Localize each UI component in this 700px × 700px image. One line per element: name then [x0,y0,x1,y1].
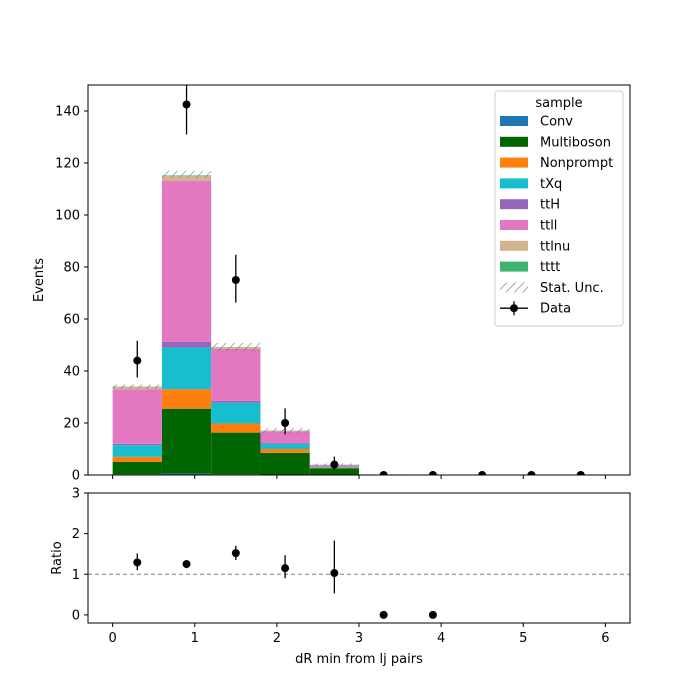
ratio-point-2 [231,549,240,558]
data-point-8 [527,471,536,475]
ratio-y-axis-label: Ratio [50,541,65,574]
legend-swatch-nonprompt [500,157,528,168]
data-point-0 [133,356,142,365]
bar-nonprompt-bin-2 [211,423,261,433]
legend-swatch-tth [500,199,528,210]
ratio-point-3 [281,564,290,573]
data-point-2 [231,276,240,284]
legend-swatch-ttlnu [500,240,528,251]
legend-swatch-multiboson [500,136,528,147]
bar-tth-bin-3 [260,443,310,444]
legend-label-stat-unc: Stat. Unc. [540,281,604,296]
main-ytick-label-40: 40 [63,365,80,380]
bar-tth-bin-1 [161,341,212,348]
stat-unc-bin-0 [112,384,162,389]
main-ytick-label-60: 60 [63,313,80,328]
bar-ttlnu-bin-1 [161,176,212,181]
legend-title: sample [535,96,582,111]
legend-swatch-txq [500,178,528,189]
ratio-y-axis: 0 1 2 3 [72,487,88,623]
ratio-axes-frame [87,492,631,624]
bar-txq-bin-1 [161,347,212,390]
ratio-ytick-label-0: 0 [72,608,80,623]
legend-label-conv: Conv [540,115,573,130]
stat-unc-bin-2 [211,342,261,352]
legend-label-ttll: ttll [540,219,557,234]
stat-unc-bin-1 [161,170,212,178]
bar-nonprompt-bin-3 [260,449,310,453]
legend-label-nonprompt: Nonprompt [540,156,613,171]
data-point-5 [379,471,388,475]
main-ytick-label-80: 80 [63,261,80,276]
legend-label-tttt: tttt [540,260,560,275]
xtick-label-1: 1 [191,631,199,646]
main-panel: 0 20 40 60 80 100 120 140 Events sample Conv Mul… [32,84,631,484]
ratio-panel: 0 1 2 3 0 1 2 3 4 5 6 Ratio dR min from lj pairs [50,487,631,667]
x-axis-label: dR min from lj pairs [295,652,423,667]
ratio-ytick-label-3: 3 [72,487,80,502]
xtick-label-2: 2 [273,631,281,646]
ratio-point-4 [330,569,339,578]
main-ytick-label-120: 120 [55,157,80,172]
main-ytick-label-100: 100 [55,209,80,224]
main-ytick-label-140: 140 [55,105,80,120]
bar-multiboson-bin-1 [161,408,212,474]
ratio-ytick-label-2: 2 [72,527,80,542]
main-axes-frame [87,84,631,476]
xtick-label-3: 3 [355,631,363,646]
bar-conv-bin-1 [161,473,212,475]
bar-ttll-bin-3 [260,431,310,444]
xtick-label-5: 5 [519,631,527,646]
legend-label-data: Data [540,302,571,317]
legend-label-ttlnu: ttlnu [540,239,570,254]
data-point-1 [182,100,191,109]
xtick-label-4: 4 [437,631,445,646]
data-point-4 [330,460,339,469]
data-points [133,85,585,475]
bar-multiboson-bin-3 [260,452,310,475]
data-point-9 [576,471,585,475]
bar-multiboson-bin-0 [112,462,162,475]
ratio-points [133,540,437,619]
legend-label-txq: tXq [540,177,562,192]
bar-multiboson-bin-2 [211,432,261,475]
legend-label-multiboson: Multiboson [540,135,611,150]
ratio-x-axis: 0 1 2 3 4 5 6 [108,623,610,646]
ratio-ytick-label-1: 1 [72,568,80,583]
bar-tth-bin-2 [211,400,261,403]
bar-ttll-bin-1 [161,180,212,342]
legend-swatch-stat-unc [500,282,528,293]
legend-label-tth: ttH [540,198,560,213]
bar-txq-bin-2 [211,402,261,424]
ratio-point-0 [133,558,142,567]
bar-ttll-bin-2 [211,348,261,401]
legend-swatch-tttt [500,261,528,272]
legend-swatch-conv [500,116,528,126]
main-x-ticks [112,475,606,479]
main-y-axis-label: Events [32,258,47,302]
bar-tth-bin-0 [112,443,162,446]
data-point-3 [281,419,290,427]
stacked-histogram [112,175,409,475]
bar-txq-bin-0 [112,445,162,457]
ratio-point-6 [428,610,437,619]
ratio-point-5 [379,610,388,619]
data-point-6 [428,471,437,475]
main-y-axis: 0 20 40 60 80 100 120 140 [55,105,88,484]
bar-nonprompt-bin-0 [112,456,162,462]
ratio-point-1 [182,560,191,569]
xtick-label-6: 6 [601,631,609,646]
main-ytick-label-0: 0 [72,469,80,484]
main-ytick-label-20: 20 [63,417,80,432]
bar-txq-bin-3 [260,443,310,449]
bar-nonprompt-bin-1 [161,389,212,409]
legend: sample Conv Multiboson Nonprompt tXq ttH ttll… [494,90,624,327]
xtick-label-0: 0 [108,631,116,646]
bar-ttll-bin-0 [112,389,162,444]
bar-multiboson-bin-4 [309,468,359,475]
legend-swatch-ttll [500,220,528,230]
data-point-7 [478,471,487,475]
legend-data-marker [510,304,518,313]
